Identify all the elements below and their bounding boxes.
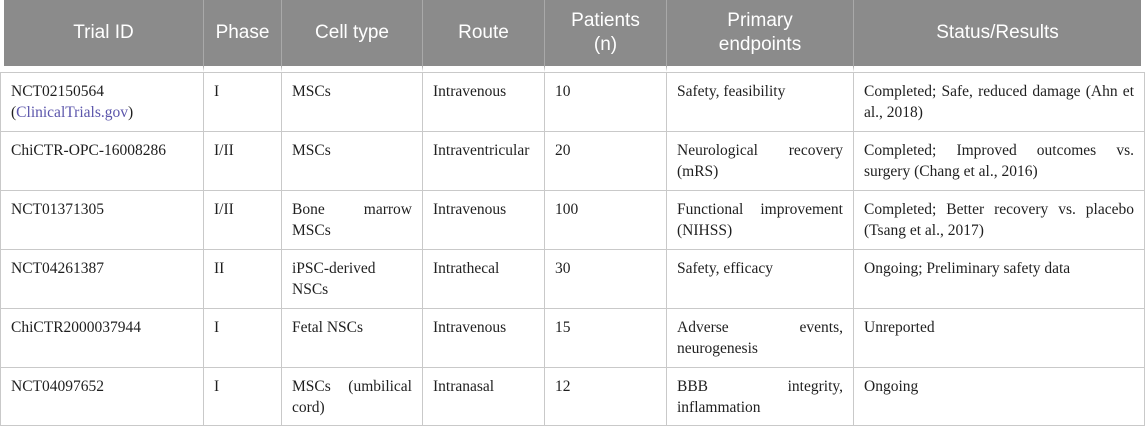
cell-status_results: Ongoing; Preliminary safety data — [853, 249, 1145, 308]
trial-registry-line: (ClinicalTrials.gov) — [11, 102, 193, 123]
table-row: ChiCTR2000037944 I Fetal NSCs Intravenous 15… — [0, 308, 1145, 367]
trial-id-text: NCT01371305 — [11, 201, 104, 218]
cell-phase: I/II — [203, 131, 281, 190]
cell-patients_n: 15 — [544, 308, 666, 367]
cell-cell_type: iPSC-derived NSCs — [281, 249, 422, 308]
cell-status_results: Completed; Improved outcomes vs. surgery… — [853, 131, 1145, 190]
header-row: Trial ID Phase Cell type Route Patients (n) P… — [0, 0, 1145, 72]
cell-trial_id: NCT04097652 — [0, 367, 203, 426]
cell-status_results: Completed; Safe, reduced damage (Ahn et … — [853, 72, 1145, 131]
column-header-primary_endpoints: Primary endpoints — [666, 0, 853, 72]
cell-primary_endpoints: Neurological recovery (mRS) — [666, 131, 853, 190]
cell-patients_n: 100 — [544, 190, 666, 249]
cell-trial_id: NCT02150564 (ClinicalTrials.gov) — [0, 72, 203, 131]
trial-id-text: NCT04261387 — [11, 260, 104, 277]
column-header-route: Route — [422, 0, 544, 72]
column-header-trial_id: Trial ID — [0, 0, 203, 72]
column-header-phase: Phase — [203, 0, 281, 72]
cell-route: Intrathecal — [422, 249, 544, 308]
cell-route: Intravenous — [422, 308, 544, 367]
paren-open: ( — [11, 104, 17, 122]
cell-patients_n: 10 — [544, 72, 666, 131]
table-row: NCT04261387 II iPSC-derived NSCs Intratheca… — [0, 249, 1145, 308]
table-row: NCT01371305 I/II Bone marrow MSCs Intraveno… — [0, 190, 1145, 249]
table-header: Trial ID Phase Cell type Route Patients (n) P… — [0, 0, 1145, 72]
cell-phase: I — [203, 367, 281, 426]
cell-phase: I — [203, 308, 281, 367]
cell-route: Intravenous — [422, 190, 544, 249]
cell-trial_id: ChiCTR-OPC-16008286 — [0, 131, 203, 190]
cell-trial_id: ChiCTR2000037944 — [0, 308, 203, 367]
cell-phase: I — [203, 72, 281, 131]
trial-id-text: NCT02150564 — [11, 83, 104, 100]
table-row: NCT04097652 I MSCs (umbilical cord) Intrana… — [0, 367, 1145, 426]
cell-primary_endpoints: Safety, efficacy — [666, 249, 853, 308]
column-header-cell_type: Cell type — [281, 0, 422, 72]
cell-primary_endpoints: Safety, feasibility — [666, 72, 853, 131]
cell-route: Intravenous — [422, 72, 544, 131]
trial-id-text: ChiCTR2000037944 — [11, 319, 142, 336]
cell-patients_n: 12 — [544, 367, 666, 426]
clinicaltrials-link[interactable]: ClinicalTrials.gov — [16, 104, 128, 122]
cell-trial_id: NCT04261387 — [0, 249, 203, 308]
trial-id-text: NCT04097652 — [11, 378, 104, 395]
cell-status_results: Unreported — [853, 308, 1145, 367]
cell-cell_type: Bone marrow MSCs — [281, 190, 422, 249]
cell-cell_type: MSCs — [281, 72, 422, 131]
cell-route: Intranasal — [422, 367, 544, 426]
table-row: ChiCTR-OPC-16008286 I/II MSCs Intraventricu… — [0, 131, 1145, 190]
cell-primary_endpoints: Functional improvement (NIHSS) — [666, 190, 853, 249]
cell-cell_type: MSCs — [281, 131, 422, 190]
table-body: NCT02150564 (ClinicalTrials.gov) I MSCs Intr… — [0, 72, 1145, 426]
cell-trial_id: NCT01371305 — [0, 190, 203, 249]
column-header-patients_n: Patients (n) — [544, 0, 666, 72]
cell-patients_n: 30 — [544, 249, 666, 308]
cell-cell_type: Fetal NSCs — [281, 308, 422, 367]
cell-status_results: Ongoing — [853, 367, 1145, 426]
cell-patients_n: 20 — [544, 131, 666, 190]
table-row: NCT02150564 (ClinicalTrials.gov) I MSCs Intr… — [0, 72, 1145, 131]
trial-id-text: ChiCTR-OPC-16008286 — [11, 142, 167, 159]
cell-route: Intraventricular — [422, 131, 544, 190]
cell-phase: I/II — [203, 190, 281, 249]
cell-primary_endpoints: Adverse events, neurogenesis — [666, 308, 853, 367]
column-header-status_results: Status/Results — [853, 0, 1145, 72]
cell-status_results: Completed; Better recovery vs. placebo (… — [853, 190, 1145, 249]
paren-close: ) — [127, 104, 134, 122]
cell-phase: II — [203, 249, 281, 308]
cell-primary_endpoints: BBB integrity, inflammation — [666, 367, 853, 426]
cell-cell_type: MSCs (umbilical cord) — [281, 367, 422, 426]
